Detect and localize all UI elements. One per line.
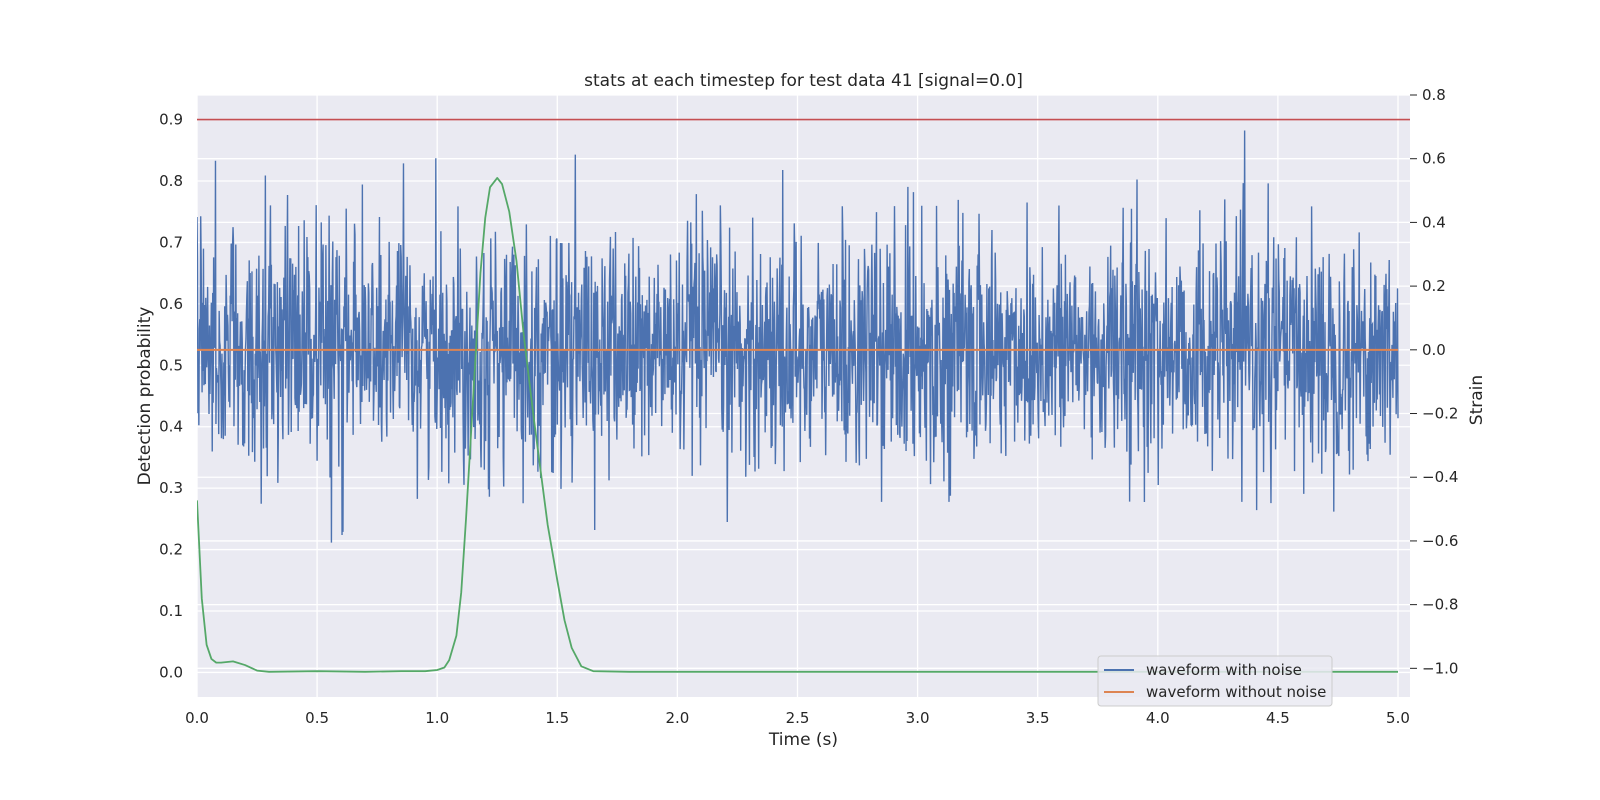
y-tick-label: 0.6 [159,295,183,313]
y2-tick-label: −0.8 [1422,596,1458,614]
y2-tick-label: 0.4 [1422,213,1446,231]
axes: 0.0 0.5 1.0 1.5 2.0 2.5 3.0 3.5 4.0 4.5 5.0 0.0 0.1 0… [159,86,1458,727]
y-tick-label: 0.0 [159,663,183,681]
series-detection-probability [197,177,1398,673]
x-tick-label: 3.0 [906,709,930,727]
series-waveform-with-noise [197,130,1399,543]
x-tick-label: 2.5 [786,709,810,727]
legend-label-clean: waveform without noise [1146,683,1326,701]
x-tick-label: 0.5 [305,709,329,727]
y-tick-label: 0.3 [159,479,183,497]
y-tick-label: 0.5 [159,356,183,374]
legend: waveform with noise waveform without noi… [1097,655,1333,707]
y2-tick-label: 0.6 [1422,150,1446,168]
y-tick-label: 0.2 [159,541,183,559]
y2-tick-label: 0.0 [1422,341,1446,359]
y2-tick-label: −0.2 [1422,405,1458,423]
y2-tick-label: −0.4 [1422,468,1458,486]
y-tick-label: 0.7 [159,233,183,251]
y2-tick-label: 0.2 [1422,277,1446,295]
x-tick-label: 1.0 [425,709,449,727]
legend-label-noise: waveform with noise [1146,661,1302,679]
x-tick-label: 1.5 [545,709,569,727]
y2-axis-title: Strain [1467,375,1487,425]
y-tick-label: 0.8 [159,172,183,190]
y2-tick-label: 0.8 [1422,86,1446,104]
chart-title: stats at each timestep for test data 41 … [584,71,1023,91]
x-tick-label: 0.0 [185,709,209,727]
x-tick-label: 2.0 [665,709,689,727]
y2-tick-label: −0.6 [1422,532,1458,550]
y-tick-label: 0.9 [159,111,183,129]
y2-tick-label: −1.0 [1422,659,1458,677]
y-tick-label: 0.4 [159,418,183,436]
legend-box [1097,655,1333,707]
x-axis-title: Time (s) [768,730,838,750]
x-tick-label: 4.5 [1266,709,1290,727]
y-axis-title: Detection probability [135,307,155,486]
series-layer [197,118,1410,673]
x-tick-label: 4.0 [1146,709,1170,727]
x-tick-label: 3.5 [1026,709,1050,727]
y-tick-label: 0.1 [159,602,183,620]
x-tick-label: 5.0 [1386,709,1410,727]
